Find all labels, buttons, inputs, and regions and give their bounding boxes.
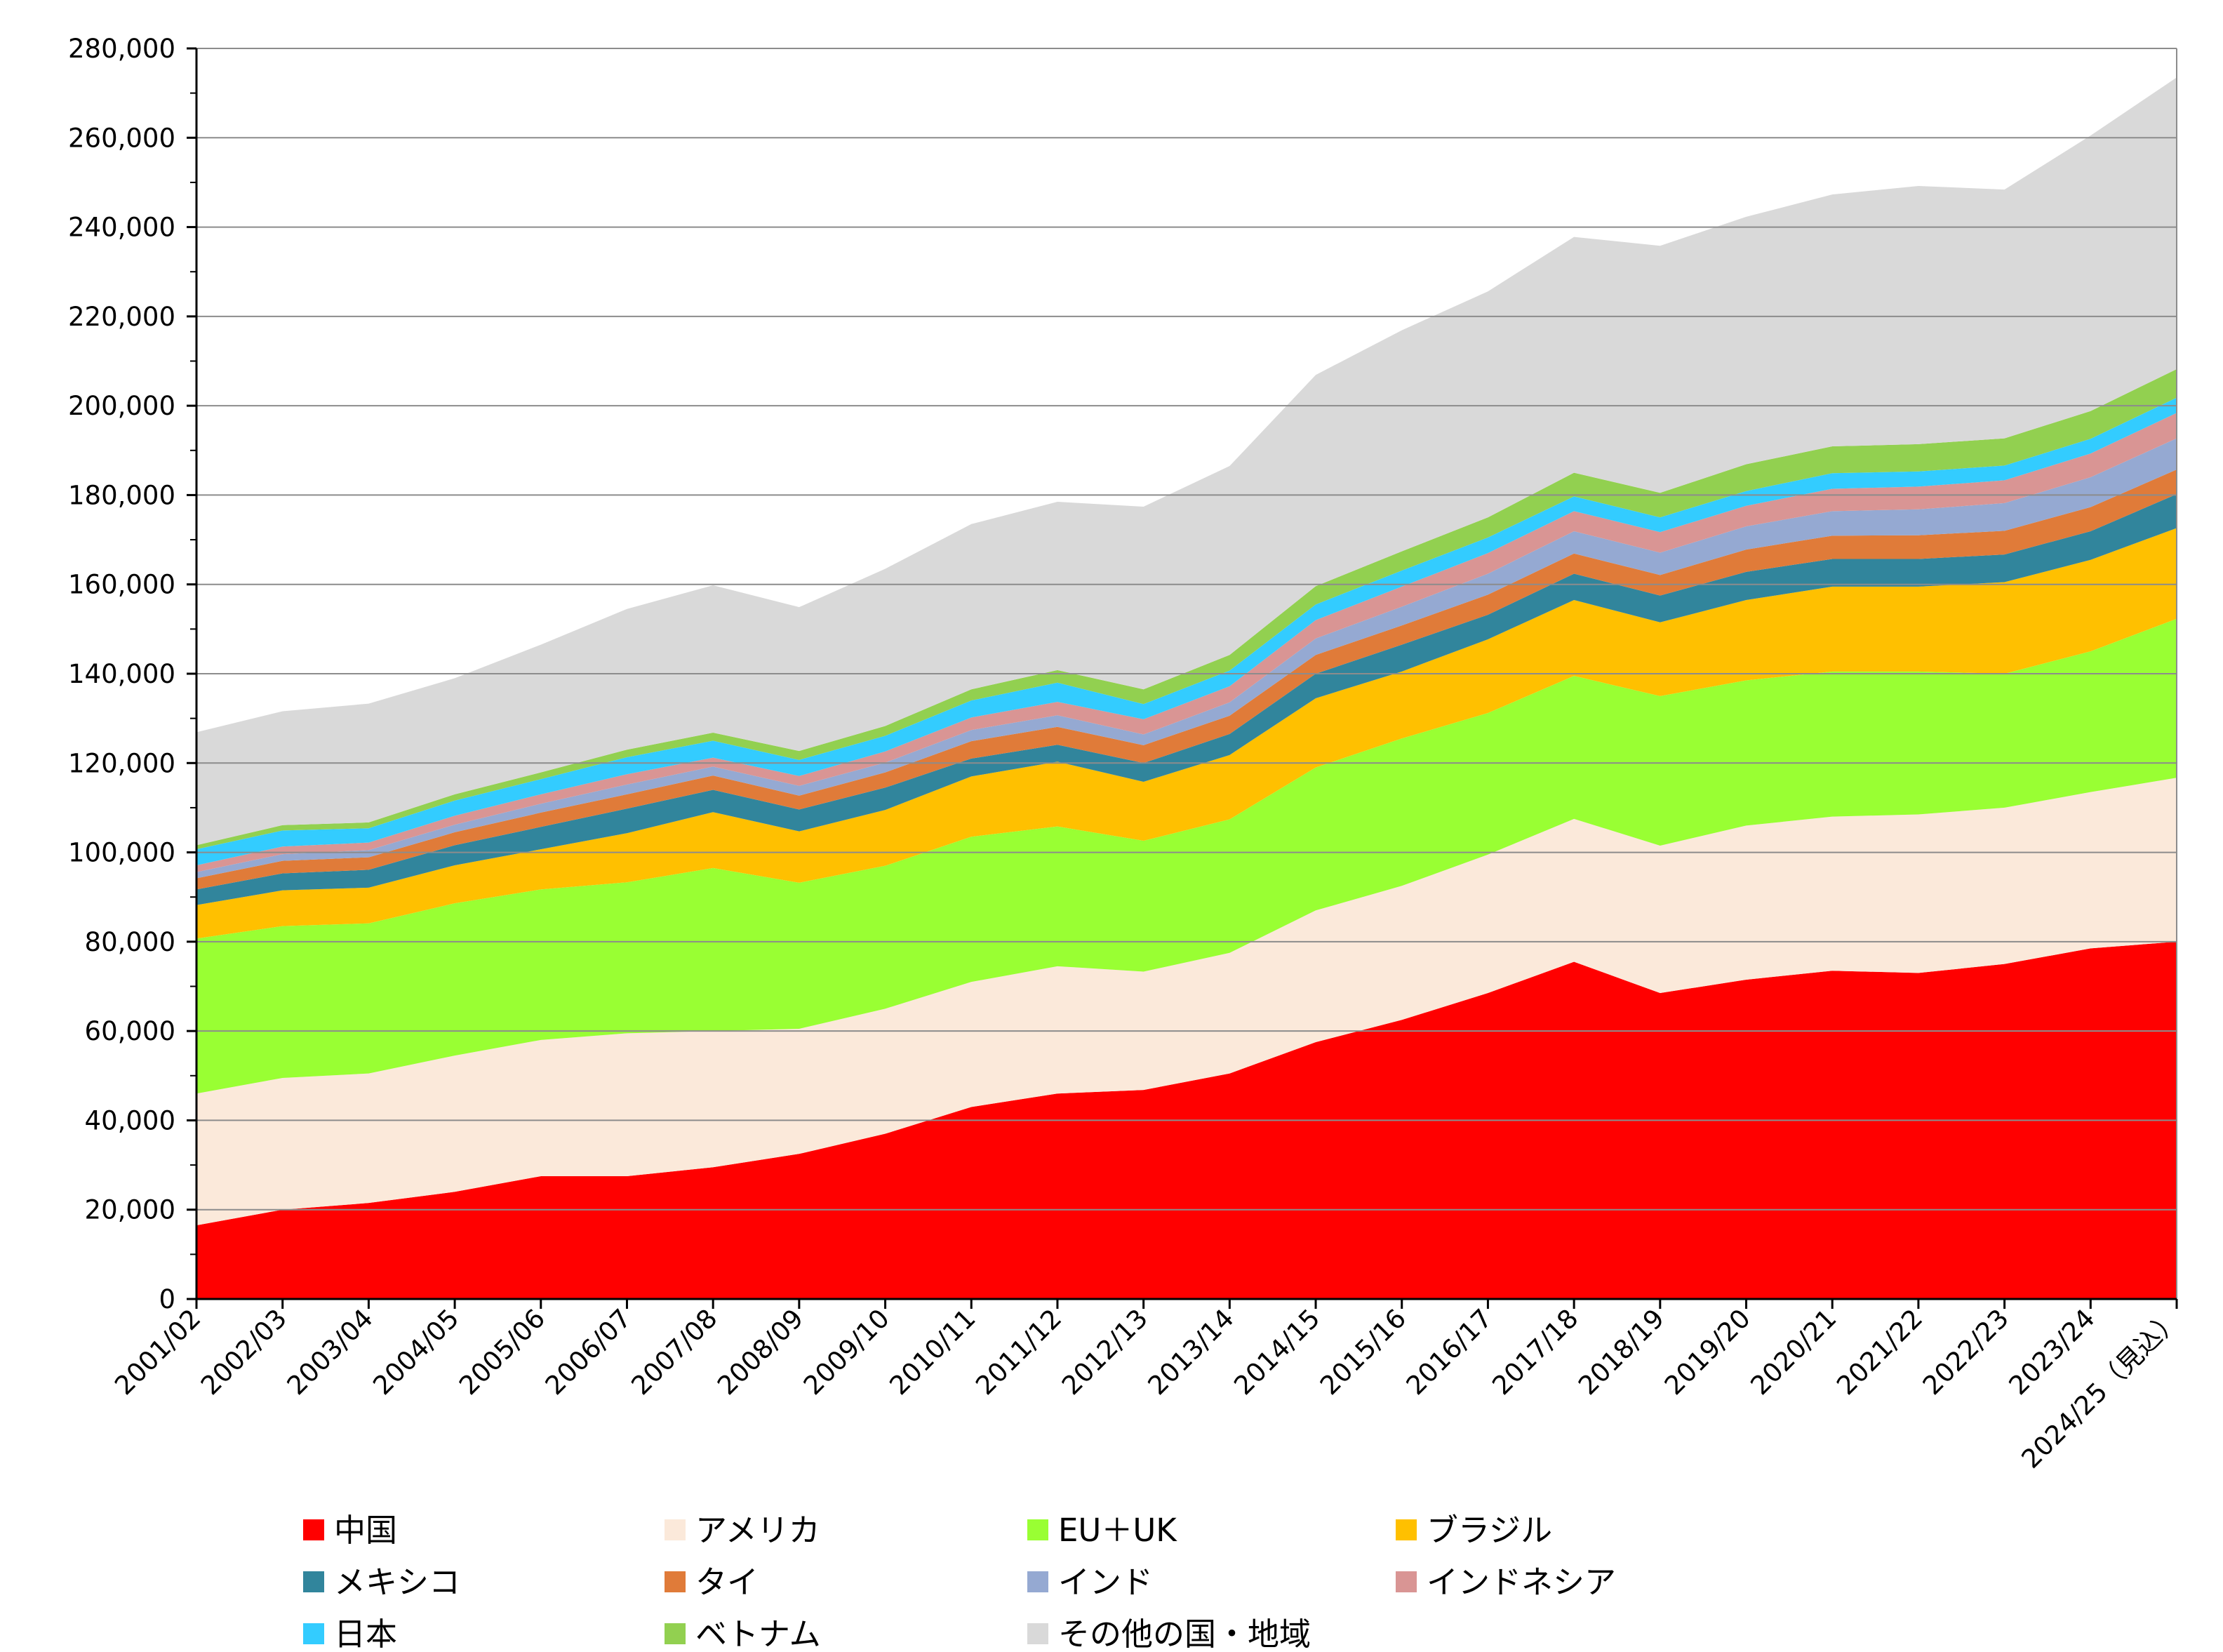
legend-label: インドネシア: [1427, 1564, 1616, 1601]
y-tick-label: 60,000: [85, 1016, 175, 1046]
legend-item: 中国: [303, 1512, 397, 1549]
area-series-3: [196, 528, 2177, 939]
area-series-7: [196, 413, 2177, 872]
y-tick-label: 200,000: [68, 391, 175, 421]
area-series-8: [196, 397, 2177, 866]
area-series-2: [196, 618, 2177, 1094]
legend-item: EU＋UK: [1027, 1512, 1177, 1549]
legend-item: メキシコ: [303, 1564, 460, 1601]
legend-item: インド: [1027, 1564, 1153, 1601]
area-series-6: [196, 438, 2177, 879]
area-series-10: [196, 77, 2177, 846]
legend-swatch: [665, 1623, 686, 1644]
legend-item: インドネシア: [1396, 1564, 1616, 1601]
legend-label: その他の国・地域: [1058, 1616, 1311, 1652]
legend-item: 日本: [303, 1616, 397, 1652]
y-tick-label: 180,000: [68, 480, 175, 510]
area-series-5: [196, 469, 2177, 890]
legend-item: ブラジル: [1396, 1512, 1552, 1549]
legend-swatch: [303, 1571, 324, 1592]
y-tick-label: 140,000: [68, 659, 175, 689]
legend-item: ベトナム: [665, 1616, 821, 1652]
legend-label: メキシコ: [334, 1564, 460, 1601]
y-tick-label: 100,000: [68, 838, 175, 868]
y-tick-label: 20,000: [85, 1195, 175, 1225]
y-tick-label: 80,000: [85, 927, 175, 957]
legend-swatch: [1027, 1623, 1048, 1644]
y-tick-label: 240,000: [68, 213, 175, 243]
legend-label: EU＋UK: [1058, 1512, 1177, 1549]
legend-item: アメリカ: [665, 1512, 820, 1549]
y-tick-label: 220,000: [68, 302, 175, 332]
y-tick-label: 260,000: [68, 123, 175, 153]
legend-label: インド: [1058, 1564, 1153, 1601]
legend-swatch: [1396, 1519, 1417, 1540]
legend-swatch: [303, 1519, 324, 1540]
area-series-1: [196, 778, 2177, 1225]
y-tick-label: 280,000: [68, 34, 175, 64]
y-tick-label: 160,000: [68, 570, 175, 600]
area-series-9: [196, 368, 2177, 850]
legend-swatch: [1396, 1571, 1417, 1592]
y-tick-label: 0: [159, 1284, 175, 1314]
legend-label: 中国: [334, 1512, 397, 1549]
legend-swatch: [1027, 1571, 1048, 1592]
legend-label: 日本: [334, 1616, 397, 1652]
legend-label: アメリカ: [695, 1512, 820, 1549]
legend-label: ベトナム: [695, 1616, 821, 1652]
legend-swatch: [665, 1519, 686, 1540]
y-tick-label: 120,000: [68, 748, 175, 778]
legend-item: タイ: [665, 1564, 759, 1601]
y-tick-label: 40,000: [85, 1105, 175, 1135]
area-series-4: [196, 494, 2177, 905]
legend-swatch: [1027, 1519, 1048, 1540]
legend-label: ブラジル: [1427, 1512, 1552, 1549]
legend-swatch: [303, 1623, 324, 1644]
legend-label: タイ: [695, 1564, 759, 1601]
legend-item: その他の国・地域: [1027, 1616, 1311, 1652]
legend-swatch: [665, 1571, 686, 1592]
